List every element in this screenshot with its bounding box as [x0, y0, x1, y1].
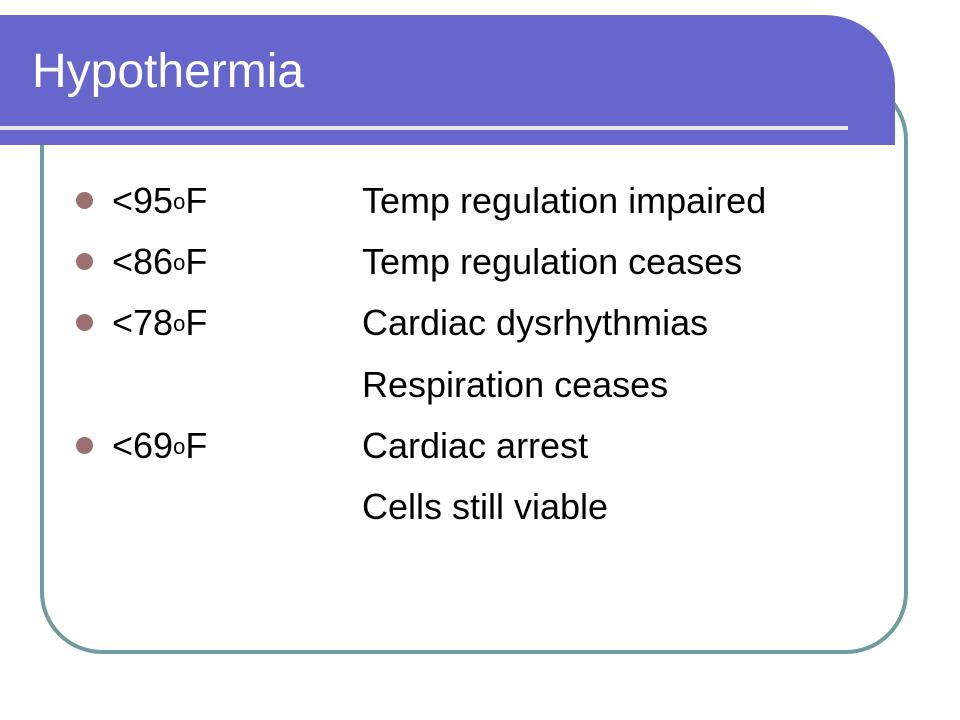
bullet	[76, 436, 93, 454]
bullet-row: Cells still viable	[0, 476, 960, 537]
degree-sign: o	[173, 433, 186, 459]
degree-sign: o	[173, 189, 186, 214]
temp-value: <86	[112, 241, 174, 283]
temp-unit: F	[185, 180, 208, 221]
title-rule	[0, 126, 848, 130]
effect-text: Respiration ceases	[362, 363, 669, 405]
effect-text: Temp regulation ceases	[362, 241, 743, 283]
bullet	[76, 192, 93, 209]
temperature: <78oF	[112, 292, 207, 358]
temp-value: <69	[112, 424, 174, 466]
effect-text: Cells still viable	[362, 486, 609, 527]
temperature: <69oF	[112, 415, 207, 481]
degree-sign: o	[173, 311, 186, 337]
bullet-row: Respiration ceases	[0, 354, 960, 415]
bullet-row: <86oF Temp regulation ceases	[0, 231, 960, 292]
bullet-row: <78oF Cardiac dysrhythmias	[0, 292, 960, 353]
effect-text: Temp regulation impaired	[362, 180, 767, 221]
effect-text: Cardiac arrest	[362, 424, 589, 466]
temp-unit: F	[185, 302, 208, 344]
bullet	[76, 314, 93, 332]
temp-value: <95	[112, 180, 174, 221]
bullet-row: <95oF Temp regulation impaired	[0, 170, 960, 231]
effect-text: Cardiac dysrhythmias	[362, 302, 709, 344]
temp-unit: F	[185, 424, 208, 466]
temperature: <95oF	[112, 170, 207, 236]
bullet	[76, 253, 93, 271]
degree-sign: o	[173, 250, 186, 276]
slide-title: Hypothermia	[32, 45, 305, 98]
temp-unit: F	[185, 241, 208, 283]
temperature: <86oF	[112, 231, 207, 297]
bullet-row: <69oF Cardiac arrest	[0, 415, 960, 476]
temp-value: <78	[112, 302, 174, 344]
title-bar	[0, 15, 895, 145]
